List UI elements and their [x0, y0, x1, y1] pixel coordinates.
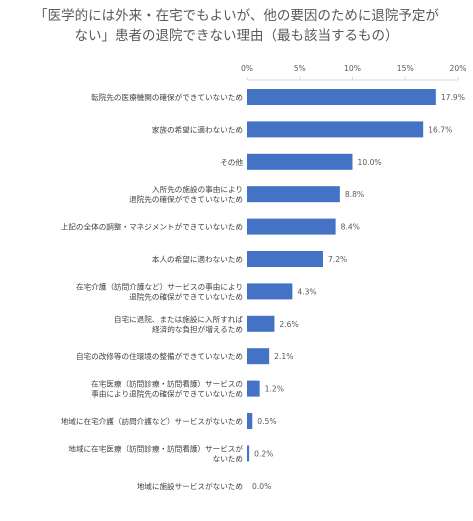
- value-label: 7.2%: [328, 255, 347, 264]
- chart-title-line-2: ない」患者の退院できない理由（最も該当するもの）: [74, 28, 399, 44]
- category-label: その他: [220, 157, 243, 167]
- category-label-line: 退院先の確保ができていないため: [129, 194, 243, 204]
- category-label: 地域に施設サービスがないため: [137, 481, 243, 491]
- value-label: 0.5%: [257, 417, 276, 426]
- bar: [247, 251, 323, 267]
- value-label: 0.2%: [254, 449, 273, 458]
- category-label-line: 転院先の医療機関の確保ができていないため: [91, 92, 243, 102]
- category-label: 自宅の改修等の住環境の整備ができていないため: [76, 351, 243, 361]
- value-label: 10.0%: [358, 158, 382, 167]
- value-label: 0.0%: [252, 482, 271, 491]
- value-label: 2.1%: [274, 352, 293, 361]
- bar: [247, 186, 340, 203]
- value-label: 17.9%: [441, 93, 465, 102]
- value-label: 1.2%: [265, 385, 284, 394]
- bar: [247, 283, 293, 300]
- x-tick-label: 15%: [397, 64, 414, 73]
- category-label: 地域に在宅医療（訪問診療・訪問看護）サービスがないため: [68, 443, 243, 463]
- category-label-line: 経済的な負担が増えるため: [152, 324, 243, 334]
- bar: [247, 348, 270, 365]
- value-label: 16.7%: [428, 125, 452, 134]
- bar: [247, 89, 436, 105]
- category-label: 上記の全体の調整・マネジメントができていないため: [61, 222, 243, 232]
- chart-title: 「医学的には外来・在宅でもよいが、他の要因のために退院予定が ない」患者の退院で…: [0, 6, 473, 46]
- category-label-line: 家族の希望に適わないため: [152, 124, 243, 134]
- value-label: 8.8%: [345, 190, 364, 199]
- category-label-line: 自宅に退院、または施設に入所すれば: [114, 314, 243, 324]
- category-label-line: 入所先の施設の事由により: [152, 184, 243, 194]
- x-tick-label: 20%: [450, 64, 467, 73]
- category-label-line: ないため: [213, 454, 243, 463]
- bar: [247, 413, 253, 429]
- category-label-line: 上記の全体の調整・マネジメントができていないため: [61, 222, 243, 232]
- category-label: 地域に在宅介護（訪問介護など）サービスがないため: [61, 416, 243, 426]
- category-label-line: 在宅介護（訪問介護など）サービスの事由により: [76, 281, 243, 291]
- category-label-line: 退院先の確保ができていないため: [129, 291, 243, 301]
- category-label: 在宅介護（訪問介護など）サービスの事由により退院先の確保ができていないため: [76, 281, 243, 301]
- category-label-line: 地域に施設サービスがないため: [137, 481, 243, 491]
- category-label-line: 地域に在宅医療（訪問診療・訪問看護）サービスが: [68, 443, 243, 453]
- x-tick-label: 0%: [241, 64, 253, 73]
- value-label: 4.3%: [297, 287, 316, 296]
- category-label-line: 事由により退院先の確保ができていないため: [91, 389, 243, 399]
- category-label: 転院先の医療機関の確保ができていないため: [91, 92, 243, 102]
- x-tick-label: 5%: [294, 64, 306, 73]
- chart-title-line-1: 「医学的には外来・在宅でもよいが、他の要因のために退院予定が: [34, 8, 439, 24]
- bar: [247, 121, 424, 138]
- category-label-line: その他: [220, 157, 243, 167]
- bar: [247, 218, 336, 235]
- category-label-line: 本人の希望に適わないため: [152, 254, 243, 264]
- value-label: 2.6%: [279, 320, 298, 329]
- bar: [247, 380, 260, 397]
- category-label-line: 自宅の改修等の住環境の整備ができていないため: [76, 351, 243, 361]
- category-label: 家族の希望に適わないため: [152, 124, 243, 134]
- x-tick-label: 10%: [344, 64, 361, 73]
- category-label: 本人の希望に適わないため: [152, 254, 243, 264]
- bar: [247, 315, 275, 332]
- value-label: 8.4%: [341, 223, 360, 232]
- category-label-line: 地域に在宅介護（訪問介護など）サービスがないため: [61, 416, 243, 426]
- bar: [247, 445, 250, 462]
- category-label: 自宅に退院、または施設に入所すれば経済的な負担が増えるため: [114, 314, 243, 334]
- category-label-line: 在宅医療（訪問診療・訪問看護）サービスの: [91, 379, 243, 389]
- bar: [247, 153, 353, 170]
- category-label: 在宅医療（訪問診療・訪問看護）サービスの事由により退院先の確保ができていないため: [91, 379, 243, 399]
- category-label: 入所先の施設の事由により退院先の確保ができていないため: [129, 184, 243, 204]
